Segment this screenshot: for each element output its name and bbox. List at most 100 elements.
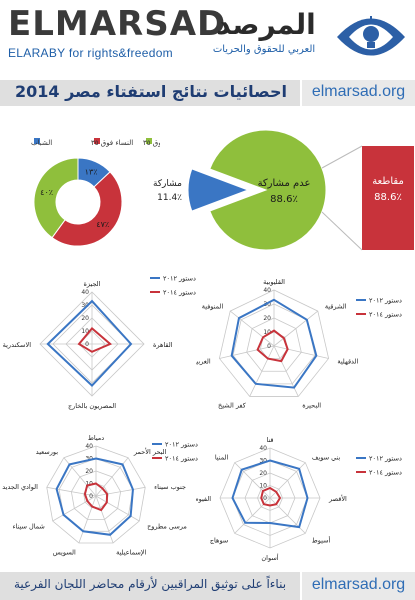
radar-axis-label: القاهرة xyxy=(153,341,173,349)
radar-tick-label: 20 xyxy=(263,315,271,322)
radar-axis-label: سوهاج xyxy=(210,537,228,545)
legend-label: دستور ٢٠١٢ xyxy=(369,455,402,463)
header: ELMARSAD ELARABY for rights&freedom المر… xyxy=(0,0,415,76)
side-box xyxy=(362,146,414,250)
brand-name-en: ELMARSAD xyxy=(8,4,227,44)
radar-spoke xyxy=(78,495,97,544)
legend-label: دستور ٢٠١٢ xyxy=(369,297,402,305)
legend-swatch xyxy=(146,138,152,144)
legend-swatch xyxy=(34,138,40,144)
connector-line xyxy=(321,145,363,169)
radar-series-line xyxy=(77,326,113,353)
radar-tick-label: 0 xyxy=(85,341,89,348)
radar-axis-label: دمياط xyxy=(88,434,104,442)
radar-axis-label: الدقهلية xyxy=(337,357,358,365)
radar-tick-label: 20 xyxy=(81,315,89,322)
legend-label: دستور ٢٠١٤ xyxy=(369,311,402,319)
pie-chart-participation: مشاركة 11.4٪ عدم مشاركة 88.6٪ مقاطعة 88.6٪ xyxy=(153,129,414,251)
radar-grid-ring xyxy=(58,458,134,532)
pie-slice xyxy=(187,168,250,212)
footer-site-link[interactable]: elmarsad.org xyxy=(311,576,406,593)
radar-series-line xyxy=(230,298,318,389)
radar-axis-label: أسيوط xyxy=(312,536,331,545)
radar-axis-label: جنوب سيناء xyxy=(154,483,186,491)
radar-tick-label: 0 xyxy=(263,495,267,502)
radar-chart-upper-egypt: قنا بني سويف الأقصر أسيوط أسوان سوهاج الفيوم ال… xyxy=(196,436,402,562)
legend-swatch xyxy=(94,138,100,144)
radar-tick-label: 0 xyxy=(267,343,271,350)
radar-tick-label: 10 xyxy=(263,329,271,336)
radar-spoke xyxy=(52,495,97,522)
radar-axis-label: البحر الأحمر xyxy=(133,447,167,456)
radar-axis-label: المنيا xyxy=(215,453,229,461)
radar-axis-label: مرسى مطروح xyxy=(147,523,187,531)
radar-spoke xyxy=(219,345,275,359)
radar-tick-label: 40 xyxy=(263,287,271,294)
legend-label: دستور ٢٠١٤ xyxy=(163,289,196,297)
radar-axis-label: البحيرة xyxy=(302,402,321,410)
radar-grid-ring xyxy=(246,317,302,372)
legend-label: الرجال فوق ٣٥ xyxy=(143,139,160,147)
radar-tick-label: 0 xyxy=(89,493,93,500)
radar-axis-label: الجيزة xyxy=(84,280,101,288)
page-title: احصائيات نتائج استفتاء مصر 2014 xyxy=(15,82,287,101)
site-link[interactable]: elmarsad.org xyxy=(311,83,406,100)
radar-axis-label: الفيوم xyxy=(196,495,211,503)
radar-chart-canal: دمياط البحر الأحمر جنوب سيناء مرسى مطروح الإ… xyxy=(2,434,198,556)
legend-label: دستور ٢٠١٤ xyxy=(165,455,198,463)
brand-tagline-en: ELARABY for rights&freedom xyxy=(8,46,173,60)
radar-series-line xyxy=(256,329,289,363)
donut-slice xyxy=(51,171,123,247)
side-box-label: مقاطعة xyxy=(372,176,404,187)
radar-chart-delta: القليوبية الشرقية الدقهلية البحيرة كفر الشيخ… xyxy=(196,278,402,410)
legend-label: دستور ٢٠١٢ xyxy=(163,275,196,283)
radar-grid-ring xyxy=(218,289,330,397)
donut-chart-demographics: الرجال فوق ٣٥ النساء فوق ٣٥ الشباب ١٣٪ ٤٧٪ ٤٠… xyxy=(31,138,160,247)
radar-grid-ring xyxy=(46,445,146,544)
donut-slice-label: ١٣٪ xyxy=(85,168,98,177)
legend-label: دستور ٢٠١٢ xyxy=(165,441,198,449)
footer-note: بناءاً على توثيق المراقبين لأرقام محاضر … xyxy=(13,577,287,591)
brand-name-ar: المرصد xyxy=(216,8,316,41)
radar-axis-label: الوادي الجديد xyxy=(2,483,38,491)
donut-slice xyxy=(33,157,79,239)
radar-tick-label: 40 xyxy=(85,443,93,450)
radar-axis-label: الأقصر xyxy=(328,494,347,503)
radar-series-line xyxy=(260,486,282,507)
legend-label: النساء فوق ٣٥ xyxy=(91,139,133,147)
radar-spoke xyxy=(273,345,329,359)
radar-tick-label: 40 xyxy=(81,289,89,296)
radar-spoke xyxy=(229,310,275,347)
radar-axis-label: بورسعيد xyxy=(36,448,58,456)
side-box-value: 88.6٪ xyxy=(374,192,402,203)
radar-axis-label: أسوان xyxy=(261,553,278,562)
radar-axis-label: الشرقية xyxy=(325,302,347,310)
radar-axis-label: المنوفية xyxy=(202,302,224,310)
pie-slice-name: عدم مشاركة xyxy=(258,178,311,189)
radar-spoke xyxy=(95,495,140,522)
radar-series-line xyxy=(55,457,134,536)
radar-tick-label: 30 xyxy=(81,302,89,309)
radar-tick-label: 30 xyxy=(259,458,267,465)
radar-axis-label: كفر الشيخ xyxy=(218,402,247,410)
pie-slice-name: مشاركة xyxy=(153,179,182,189)
radar-spoke xyxy=(273,310,319,347)
radar-grid-ring xyxy=(70,470,122,520)
radar-axis-label: القليوبية xyxy=(263,278,285,286)
radar-axis-label: الاسكندرية xyxy=(3,341,32,349)
radar-spoke xyxy=(249,345,275,397)
radar-spoke xyxy=(46,486,97,497)
radar-spoke xyxy=(234,462,271,499)
radar-chart-cairo: الجيزة القاهرة المصريون بالخارج الاسكندرية 0… xyxy=(3,275,196,411)
pie-slice-label: 11.4٪ xyxy=(157,193,182,203)
pie-slice xyxy=(209,129,327,251)
radar-series-line xyxy=(46,299,133,388)
radar-tick-label: 30 xyxy=(263,301,271,308)
radar-axis-label: الغربية xyxy=(196,357,211,365)
legend-label: دستور ٢٠١٤ xyxy=(369,469,402,477)
radar-tick-label: 40 xyxy=(259,445,267,452)
radar-spoke xyxy=(95,457,129,497)
legend-label: الشباب xyxy=(31,139,52,147)
radar-axis-label: شمال سيناء xyxy=(13,523,45,531)
radar-spoke xyxy=(95,486,146,497)
